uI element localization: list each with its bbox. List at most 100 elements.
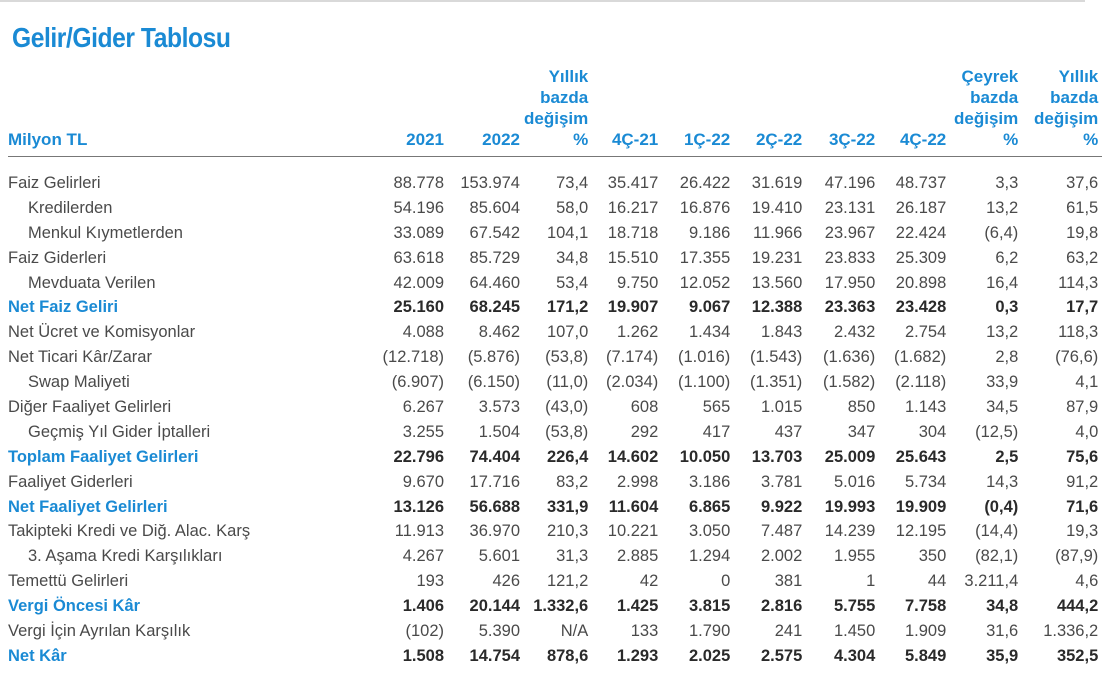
table-cell: 19,3 <box>1066 522 1099 541</box>
table-cell: (53,8) <box>545 422 589 441</box>
table-cell: 10.221 <box>607 522 659 541</box>
table-cell: (82,1) <box>975 547 1019 566</box>
table-cell: (1.582) <box>822 373 876 392</box>
table-cell: 31,3 <box>556 547 589 566</box>
table-cell: (0,4) <box>984 497 1019 516</box>
table-cell: 2.575 <box>760 646 803 665</box>
table-cell: 61,5 <box>1066 198 1099 217</box>
table-cell: 36.970 <box>469 522 520 541</box>
table-cell: 35,9 <box>986 646 1019 665</box>
table-cell: 1.015 <box>760 397 803 416</box>
table-cell: 42 <box>639 572 659 591</box>
table-cell: 19.907 <box>607 298 659 317</box>
table-cell: 19,8 <box>1066 223 1099 242</box>
table-cell: 444,2 <box>1056 597 1099 616</box>
table-cell: (12.718) <box>382 348 444 367</box>
table-cell: 1.434 <box>688 323 731 342</box>
row-label: Toplam Faaliyet Gelirleri <box>8 447 199 466</box>
table-cell: 1.336,2 <box>1043 621 1099 640</box>
income-statement-table: Milyon TL 2021 2022 Yıllık bazda değişim% 4Ç-… <box>8 66 1103 669</box>
table-row: Geçmiş Yıl Gider İptalleri 3.255 1.504 (53,… <box>8 420 1102 445</box>
table-cell: 17.355 <box>679 248 731 267</box>
table-cell: 426 <box>492 572 520 591</box>
table-cell: 2.025 <box>688 646 731 665</box>
table-cell: 417 <box>702 422 731 441</box>
table-cell: 608 <box>630 397 659 416</box>
table-row: Takipteki Kredi ve Diğ. Alac. Karş 11.913… <box>8 519 1102 544</box>
table-cell: 210,3 <box>546 522 589 541</box>
table-cell: (43,0) <box>545 397 589 416</box>
table-cell: 1.790 <box>688 621 731 640</box>
table-cell: 64.460 <box>469 273 520 292</box>
table-cell: 2.432 <box>833 323 876 342</box>
table-cell: 47.196 <box>824 173 876 192</box>
table-cell: N/A <box>560 621 589 640</box>
row-label: Faiz Gelirleri <box>8 173 101 192</box>
column-header: 2022 <box>448 66 524 157</box>
table-cell: 12.388 <box>751 298 803 317</box>
table-row: Vergi Öncesi Kâr 1.406 20.144 1.332,6 1.425 3… <box>8 594 1102 619</box>
row-label: Kredilerden <box>28 198 113 217</box>
table-cell: 35.417 <box>607 173 659 192</box>
table-row: Faaliyet Giderleri 9.670 17.716 83,2 2.998 3.… <box>8 470 1102 495</box>
column-header-line: değişim <box>524 109 589 128</box>
table-cell: 1.406 <box>402 597 444 616</box>
row-label: Vergi İçin Ayrılan Karşılık <box>8 621 191 640</box>
row-label: Diğer Faaliyet Gelirleri <box>8 397 172 416</box>
table-cell: (2.034) <box>605 373 659 392</box>
column-header: 2Ç-22 <box>734 66 806 157</box>
table-cell: 19.909 <box>895 497 947 516</box>
table-cell: 26.422 <box>679 173 731 192</box>
column-header: 3Ç-22 <box>806 66 879 157</box>
table-cell: 73,4 <box>556 173 589 192</box>
table-cell: 121,2 <box>546 572 589 591</box>
table-cell: (76,6) <box>1055 348 1099 367</box>
table-cell: 17.716 <box>469 472 520 491</box>
column-header-line: 2022 <box>482 130 520 149</box>
table-cell: 878,6 <box>546 646 589 665</box>
table-cell: 347 <box>847 422 876 441</box>
table-cell: 2.754 <box>904 323 947 342</box>
column-header-line: 3Ç-22 <box>828 130 876 149</box>
table-cell: 91,2 <box>1066 472 1099 491</box>
row-label: Vergi Öncesi Kâr <box>8 597 141 616</box>
table-cell: (6.907) <box>391 373 444 392</box>
table-cell: 850 <box>847 397 876 416</box>
column-header-line: bazda <box>1050 88 1099 107</box>
table-cell: 241 <box>774 621 803 640</box>
table-cell: 5.390 <box>478 621 520 640</box>
table-cell: 1.909 <box>904 621 947 640</box>
table-cell: (1.636) <box>822 348 876 367</box>
table-cell: 63,2 <box>1066 248 1099 267</box>
table-row: Net Ücret ve Komisyonlar 4.088 8.462 107,0 1… <box>8 320 1102 345</box>
table-cell: 107,0 <box>546 323 589 342</box>
row-label: Net Faaliyet Gelirleri <box>8 497 168 516</box>
table-cell: 7.758 <box>904 597 947 616</box>
table-cell: 3.255 <box>402 422 444 441</box>
table-cell: 0,3 <box>995 298 1019 317</box>
table-cell: 34,5 <box>986 397 1019 416</box>
row-label: Net Kâr <box>8 646 67 665</box>
row-label: Swap Maliyeti <box>28 373 130 392</box>
table-cell: 1.843 <box>760 323 803 342</box>
column-header: 1Ç-22 <box>662 66 734 157</box>
table-cell: 104,1 <box>546 223 589 242</box>
column-header-line: % <box>1083 130 1099 149</box>
table-cell: (11,0) <box>546 373 589 392</box>
table-cell: 2.998 <box>616 472 659 491</box>
table-row: Menkul Kıymetlerden 33.089 67.542 104,1 18.7… <box>8 221 1102 246</box>
table-cell: 1.332,6 <box>533 597 589 616</box>
table-cell: (6.150) <box>467 373 520 392</box>
table-cell: 26.187 <box>895 198 947 217</box>
table-cell: 14,3 <box>986 472 1019 491</box>
table-cell: (2.118) <box>895 373 947 392</box>
table-cell: 16,4 <box>986 273 1019 292</box>
table-cell: 133 <box>630 621 659 640</box>
table-cell: 1.955 <box>833 547 876 566</box>
table-cell: 9.670 <box>402 472 444 491</box>
row-label: Faiz Giderleri <box>8 248 107 267</box>
table-cell: 4.088 <box>402 323 444 342</box>
table-cell: 25.309 <box>895 248 947 267</box>
table-cell: 4,1 <box>1075 373 1099 392</box>
table-cell: 437 <box>774 422 803 441</box>
